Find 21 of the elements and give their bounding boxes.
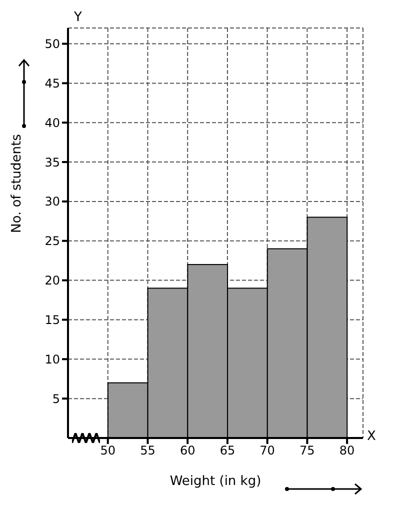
x-axis-title: Weight (in kg) bbox=[170, 474, 262, 489]
y-tick-label: 45 bbox=[44, 76, 60, 90]
x-tick-label: 60 bbox=[180, 444, 196, 458]
y-tick-label: 50 bbox=[44, 37, 60, 52]
x-tick-label: 55 bbox=[140, 444, 156, 458]
y-tick-label: 35 bbox=[44, 155, 60, 170]
x-tick-label: 65 bbox=[220, 444, 236, 458]
x-tick-label: 75 bbox=[300, 444, 315, 458]
y-tick-label: 5 bbox=[52, 392, 60, 406]
y-tick-label: 30 bbox=[44, 194, 60, 209]
y-axis-title: No. of students bbox=[10, 134, 25, 233]
y-tick-label: 20 bbox=[44, 274, 60, 288]
y-tick-label: 10 bbox=[44, 352, 60, 366]
y-tick-label: 25 bbox=[44, 234, 60, 248]
text: Y bbox=[74, 10, 82, 25]
text: X bbox=[367, 429, 376, 444]
y-tick-label: 15 bbox=[44, 312, 60, 327]
x-tick-label: 50 bbox=[100, 444, 116, 458]
y-tick-label: 40 bbox=[44, 116, 60, 130]
x-tick-label: 80 bbox=[339, 444, 355, 458]
x-tick-label: 70 bbox=[260, 444, 275, 458]
